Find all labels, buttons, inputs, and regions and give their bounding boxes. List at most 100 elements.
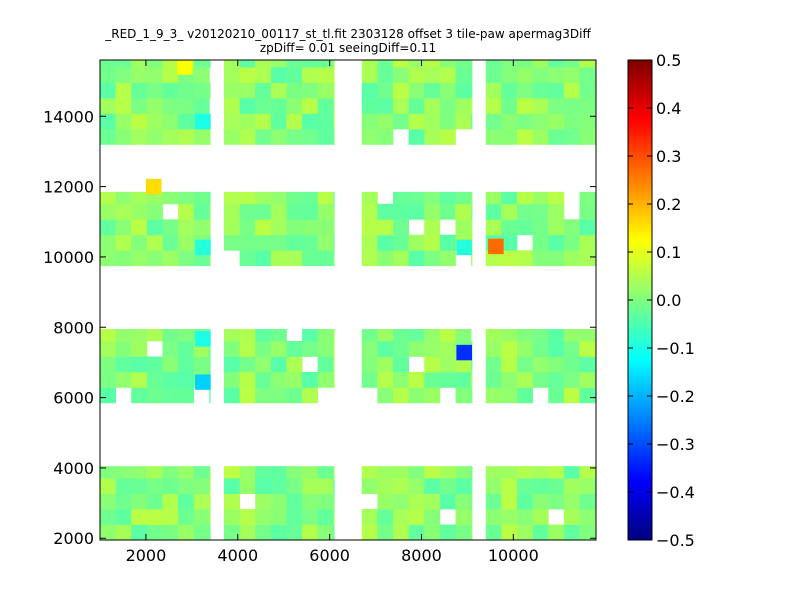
heatmap-cell [439,128,456,145]
heatmap-cell [377,509,394,525]
heatmap-cell [286,493,303,510]
heatmap-cell [115,60,132,68]
heatmap-cell [131,234,148,251]
heatmap-cell [579,128,596,145]
heatmap-cell [439,203,456,220]
heatmap-cell [517,67,534,83]
heatmap-cell [317,250,334,267]
heatmap-cell [178,234,195,251]
heatmap-cell [209,82,211,99]
heatmap-cell [162,340,179,357]
heatmap-cell [302,67,319,83]
heatmap-cell [333,67,335,83]
heatmap-cell [408,203,425,220]
heatmap-cell [485,329,502,342]
heatmap-cell [270,219,287,236]
colorbar-tick-label: 0.3 [656,147,681,166]
heatmap-cell [548,113,565,130]
heatmap-cell [209,203,211,220]
heatmap-cell [361,191,378,205]
heatmap-cell [377,524,394,540]
heatmap-cell [548,466,565,479]
heatmap-cell [579,371,596,388]
heatmap-cell [162,371,179,388]
x-axis: 2000 4000 6000 8000 10000 [126,60,539,565]
heatmap-cell [532,67,549,83]
heatmap-cell [270,97,287,114]
heatmap-cell [239,82,256,99]
heatmap-cell [178,493,195,510]
heatmap-cell [579,329,596,342]
heatmap-cell [146,60,163,68]
colorbar-tick-label: −0.4 [656,483,695,502]
heatmap-cell [424,234,441,251]
heatmap-cell [209,128,211,145]
heatmap-cell [532,113,549,130]
heatmap-cell [485,356,502,373]
heatmap-cell [532,97,549,114]
heatmap-cell [239,128,256,145]
heatmap-cell [333,234,335,251]
heatmap-cell [361,466,378,479]
heatmap-cell [517,387,534,404]
heatmap-cell [255,113,272,130]
heatmap-cell [471,219,473,236]
heatmap-cell [377,387,394,404]
heatmap-cell [377,466,394,479]
heatmap-cell [424,128,441,145]
heatmap-cell [377,203,394,220]
heatmap-cell [517,509,534,525]
heatmap-cell [224,234,241,251]
heatmap-cell [317,234,334,251]
heatmap-cell [485,113,502,130]
heatmap-cell [455,203,472,220]
heatmap-cell [471,387,473,404]
heatmap-cell [455,97,472,114]
heatmap-cell [579,234,596,251]
heatmap-cell [471,97,473,114]
colorbar-tick-label: 0.4 [656,99,681,118]
heatmap-cell [255,60,272,68]
heatmap-cell [224,97,241,114]
heatmap-cell [317,493,334,510]
heatmap-cell [193,82,210,99]
heatmap-cell [485,191,502,205]
heatmap-cell [393,67,410,83]
heatmap-cell [131,97,148,114]
heatmap-cell [270,234,287,251]
heatmap-cell [439,493,456,510]
heatmap-cell [532,524,549,540]
heatmap-cell [393,466,410,479]
heatmap-cell [517,60,534,68]
heatmap-cell [193,356,210,373]
colorbar-axis: 0.5 0.4 0.3 0.2 0.1 0.0 −0.1 −0.2 −0.3 −0.4 −0.5 [628,51,695,550]
heatmap-cell [377,82,394,99]
heatmap-cell [548,60,565,68]
heatmap-cell [193,128,210,145]
heatmap-cell [100,387,117,404]
heatmap-cell [532,191,549,205]
heatmap-cell [302,509,319,525]
heatmap-cell [393,340,410,357]
heatmap-cell [361,82,378,99]
heatmap-cell [302,191,319,205]
heatmap-cell [286,371,303,388]
heatmap-cell [100,329,117,342]
heatmap-cell [579,478,596,494]
heatmap-cell [286,60,303,68]
heatmap-cell [255,356,272,373]
heatmap-cell [501,250,518,267]
heatmap-cell [548,219,565,236]
heatmap-cell [501,97,518,114]
heatmap-cell [239,356,256,373]
heatmap-cell [255,329,272,342]
heatmap-cell [178,466,195,479]
heatmap-cell [471,493,473,510]
heatmap-cell [501,82,518,99]
heatmap-cell [239,509,256,525]
heatmap-cell [361,128,378,145]
heatmap-cell [517,250,534,267]
y-tick-label: 10000 [43,248,94,267]
heatmap-cell [224,493,241,510]
heatmap-cell [286,478,303,494]
